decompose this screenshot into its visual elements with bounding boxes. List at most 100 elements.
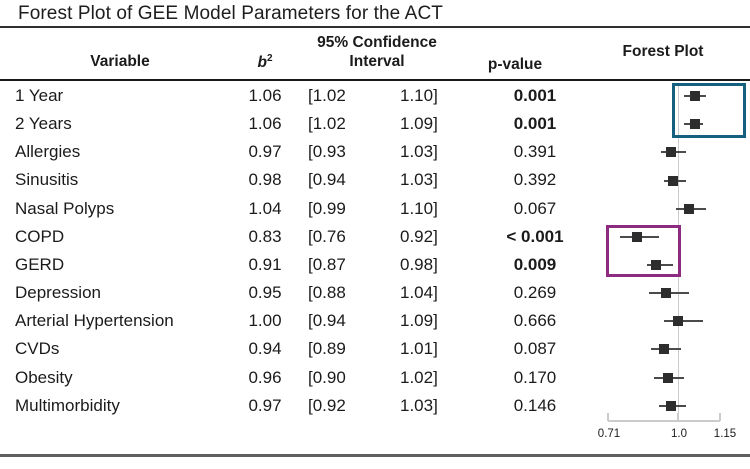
b-superscript: 2 xyxy=(266,53,273,64)
cell-ci-low: [0.93 xyxy=(308,142,346,162)
cell-variable: 1 Year xyxy=(15,86,64,105)
col-header-ci-line2: Interval xyxy=(349,53,405,70)
cell-b: 0.83 xyxy=(248,226,282,246)
cell-ci-low: [0.92 xyxy=(308,395,346,415)
x-axis-tick-label: 1.15 xyxy=(713,428,737,440)
cell-b: 0.91 xyxy=(248,254,282,274)
cell-p-value: 0.087 xyxy=(513,339,557,359)
highlight-box-copd-gerd xyxy=(606,225,681,277)
table-row: Nasal Polyps 1.04 [0.99 1.10] 0.067 xyxy=(0,195,750,223)
cell-ci-low: [0.87 xyxy=(308,254,346,274)
cell-b: 0.94 xyxy=(248,339,282,359)
cell-ci-high: 1.10] xyxy=(400,86,438,105)
col-header-b-squared: b2 xyxy=(235,53,295,72)
cell-ci-low: [0.76 xyxy=(308,226,346,246)
cell-variable: Nasal Polyps xyxy=(15,198,115,218)
cell-ci-high: 1.10] xyxy=(400,198,438,218)
point-estimate-marker xyxy=(689,119,700,130)
col-header-variable: Variable xyxy=(90,53,150,70)
highlight-box-years xyxy=(672,83,746,138)
x-axis-tick-label: 0.71 xyxy=(597,428,621,440)
cell-variable: COPD xyxy=(15,226,65,246)
cell-ci-low: [0.94 xyxy=(308,170,346,190)
table-row: Multimorbidity 0.97 [0.92 1.03] 0.146 xyxy=(0,392,750,420)
point-estimate-marker xyxy=(651,259,662,270)
table-row: Obesity 0.96 [0.90 1.02] 0.170 xyxy=(0,364,750,392)
cell-p-value: 0.001 xyxy=(513,86,557,105)
cell-b: 1.04 xyxy=(248,198,282,218)
cell-ci-high: 1.03] xyxy=(400,142,438,162)
table-row: 1 Year 1.06 [1.02 1.10] 0.001 xyxy=(0,82,750,110)
cell-variable: 2 Years xyxy=(15,114,72,134)
cell-p-value: 0.666 xyxy=(513,311,557,331)
cell-variable: Arterial Hypertension xyxy=(15,311,174,331)
cell-b: 0.97 xyxy=(248,142,282,162)
col-header-ci-line1: 95% Confidence xyxy=(317,34,437,51)
table-row: Depression 0.95 [0.88 1.04] 0.269 xyxy=(0,279,750,307)
b-symbol: b xyxy=(257,54,267,72)
title-divider xyxy=(0,26,750,28)
table-row: GERD 0.91 [0.87 0.98] 0.009 xyxy=(0,251,750,279)
bottom-divider xyxy=(0,454,750,457)
cell-ci-high: 1.01] xyxy=(400,339,438,359)
point-estimate-marker xyxy=(673,316,683,327)
point-estimate-marker xyxy=(663,372,674,383)
cell-b: 0.97 xyxy=(248,395,282,415)
cell-ci-low: [0.90 xyxy=(308,367,346,387)
cell-p-value: 0.392 xyxy=(513,170,557,190)
point-estimate-marker xyxy=(665,147,676,158)
cell-variable: GERD xyxy=(15,254,65,274)
cell-ci-high: 0.98] xyxy=(400,254,438,274)
cell-ci-low: [0.94 xyxy=(308,311,346,331)
cell-ci-high: 1.03] xyxy=(400,395,438,415)
table-row: Arterial Hypertension 1.00 [0.94 1.09] 0.666 xyxy=(0,307,750,335)
point-estimate-marker xyxy=(660,288,671,299)
header-divider xyxy=(0,79,750,81)
x-axis-tick xyxy=(677,413,679,421)
col-header-forest-plot: Forest Plot xyxy=(622,43,704,60)
table-row: 2 Years 1.06 [1.02 1.09] 0.001 xyxy=(0,110,750,138)
x-axis-tick-label: 1.0 xyxy=(671,428,687,440)
cell-p-value: 0.391 xyxy=(513,142,557,162)
cell-p-value: 0.067 xyxy=(513,198,557,218)
table-row: Sinusitis 0.98 [0.94 1.03] 0.392 xyxy=(0,166,750,194)
point-estimate-marker xyxy=(684,203,695,214)
cell-ci-low: [0.89 xyxy=(308,339,346,359)
cell-ci-high: 1.02] xyxy=(400,367,438,387)
cell-p-value: 0.146 xyxy=(513,395,557,415)
cell-variable: Multimorbidity xyxy=(15,395,120,415)
point-estimate-marker xyxy=(689,91,700,102)
cell-ci-high: 1.09] xyxy=(400,114,438,134)
cell-b: 0.96 xyxy=(248,367,282,387)
cell-ci-high: 1.03] xyxy=(400,170,438,190)
table-row: COPD 0.83 [0.76 0.92] < 0.001 xyxy=(0,223,750,251)
cell-variable: Depression xyxy=(15,283,101,303)
cell-ci-high: 0.92] xyxy=(400,226,438,246)
cell-b: 1.00 xyxy=(248,311,282,331)
cell-b: 1.06 xyxy=(248,114,282,134)
cell-p-value: 0.001 xyxy=(513,114,557,134)
cell-ci-low: [0.99 xyxy=(308,198,346,218)
cell-b: 1.06 xyxy=(248,86,282,105)
table-row: CVDs 0.94 [0.89 1.01] 0.087 xyxy=(0,335,750,363)
x-axis-tick xyxy=(607,413,609,421)
table-row: Allergies 0.97 [0.93 1.03] 0.391 xyxy=(0,138,750,166)
cell-ci-low: [0.88 xyxy=(308,283,346,303)
cell-b: 0.98 xyxy=(248,170,282,190)
cell-variable: Sinusitis xyxy=(15,170,79,190)
figure-title: Forest Plot of GEE Model Parameters for … xyxy=(18,3,443,24)
cell-variable: Obesity xyxy=(15,367,73,387)
cell-ci-low: [1.02 xyxy=(308,86,346,105)
x-axis-tick xyxy=(719,413,721,421)
cell-p-value: 0.009 xyxy=(513,254,557,274)
cell-p-value: 0.269 xyxy=(513,283,557,303)
cell-variable: Allergies xyxy=(15,142,81,162)
point-estimate-marker xyxy=(668,175,679,186)
col-header-p-value: p-value xyxy=(487,56,543,73)
point-estimate-marker xyxy=(658,344,669,355)
cell-p-value: < 0.001 xyxy=(506,226,564,246)
x-axis-line xyxy=(608,420,720,422)
